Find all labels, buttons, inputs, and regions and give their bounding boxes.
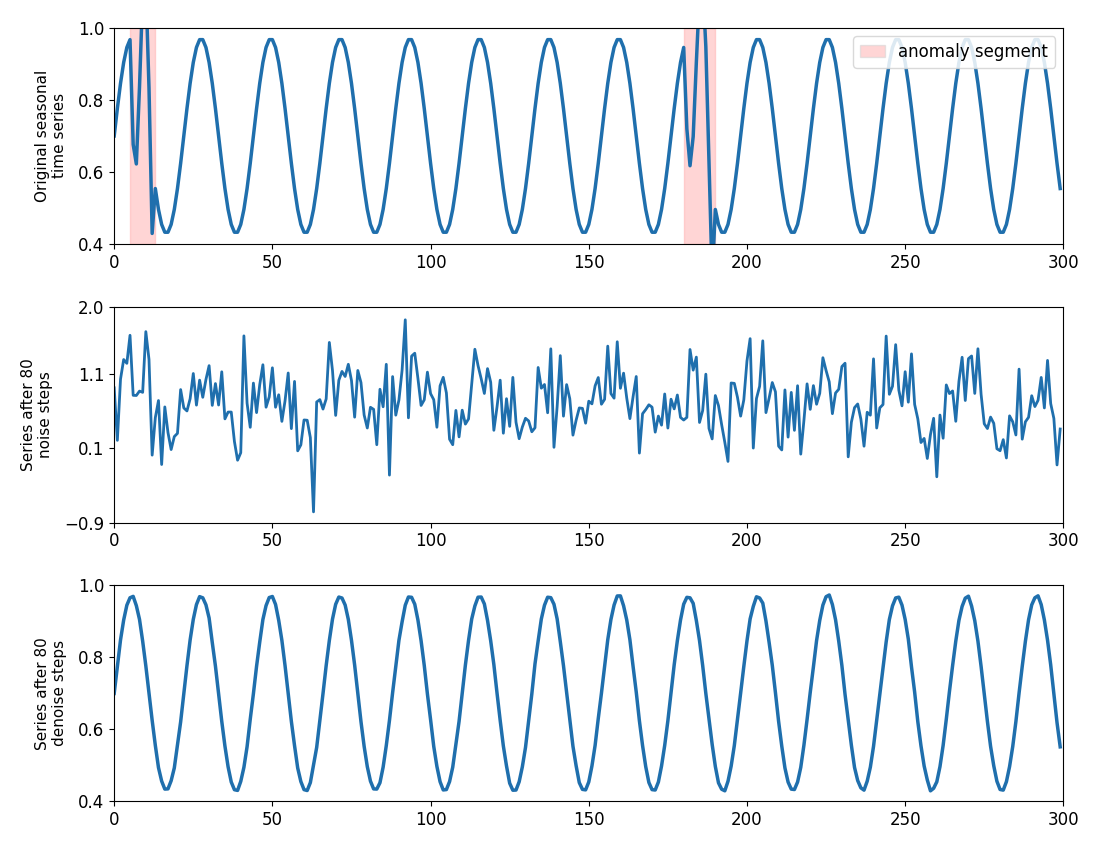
Legend: anomaly segment: anomaly segment	[854, 37, 1055, 67]
Y-axis label: Original seasonal
time series: Original seasonal time series	[34, 70, 67, 202]
Bar	[684, 28, 715, 244]
Bar	[130, 28, 155, 244]
Y-axis label: Series after 80
denoise steps: Series after 80 denoise steps	[34, 637, 67, 750]
Y-axis label: Series after 80
noise steps: Series after 80 noise steps	[21, 358, 53, 471]
